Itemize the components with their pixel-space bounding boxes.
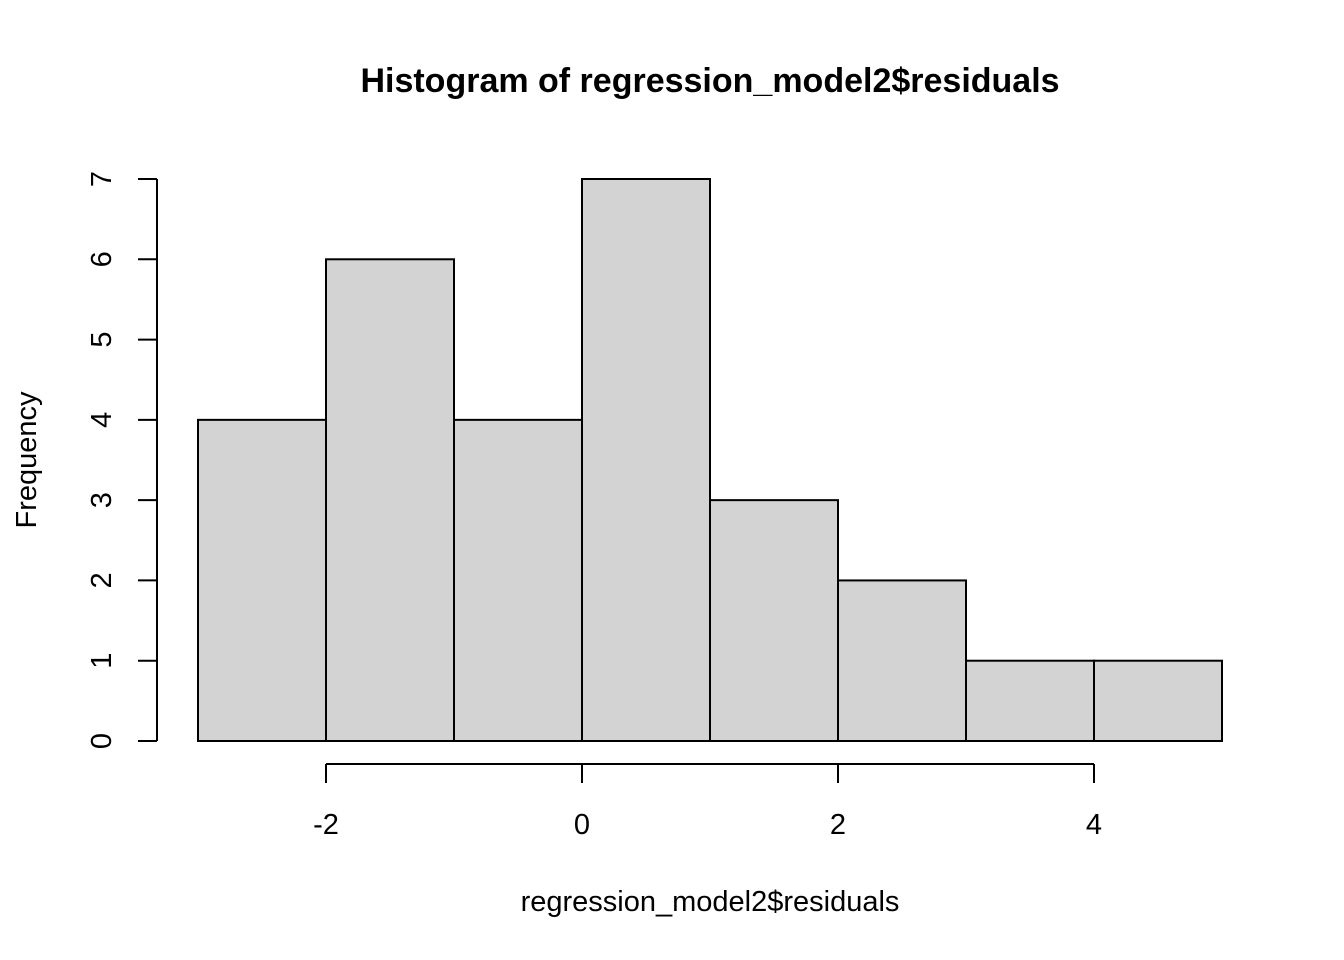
x-tick-label: 0 xyxy=(574,809,590,841)
x-tick-label: 4 xyxy=(1086,809,1102,841)
y-tick-label: 1 xyxy=(86,653,118,669)
y-tick-label: 2 xyxy=(86,572,118,588)
histogram-bar xyxy=(1093,659,1223,743)
x-axis-label: regression_model2$residuals xyxy=(521,886,900,918)
x-axis: -2 0 2 4 xyxy=(313,763,1102,841)
y-tick-label: 6 xyxy=(86,251,118,267)
y-tick-label: 5 xyxy=(86,332,118,348)
y-tick-label: 7 xyxy=(86,171,118,187)
histogram-bar xyxy=(581,178,711,742)
y-tick-label: 3 xyxy=(86,492,118,508)
histogram-bar xyxy=(837,579,967,743)
y-tick-label: 0 xyxy=(86,733,118,749)
histogram-bar xyxy=(709,499,839,742)
x-tick-label: 2 xyxy=(830,809,846,841)
chart-title: Histogram of regression_model2$residuals xyxy=(360,62,1059,100)
histogram-bar xyxy=(197,418,327,742)
y-axis-label: Frequency xyxy=(11,391,43,529)
y-axis: 0 1 2 3 4 5 6 7 xyxy=(86,171,158,749)
histogram-bars xyxy=(197,178,1223,743)
histogram-bar xyxy=(325,258,455,742)
histogram-bar xyxy=(453,418,583,742)
x-tick-label: -2 xyxy=(313,809,339,841)
histogram-bar xyxy=(965,659,1095,743)
y-tick-label: 4 xyxy=(86,412,118,428)
